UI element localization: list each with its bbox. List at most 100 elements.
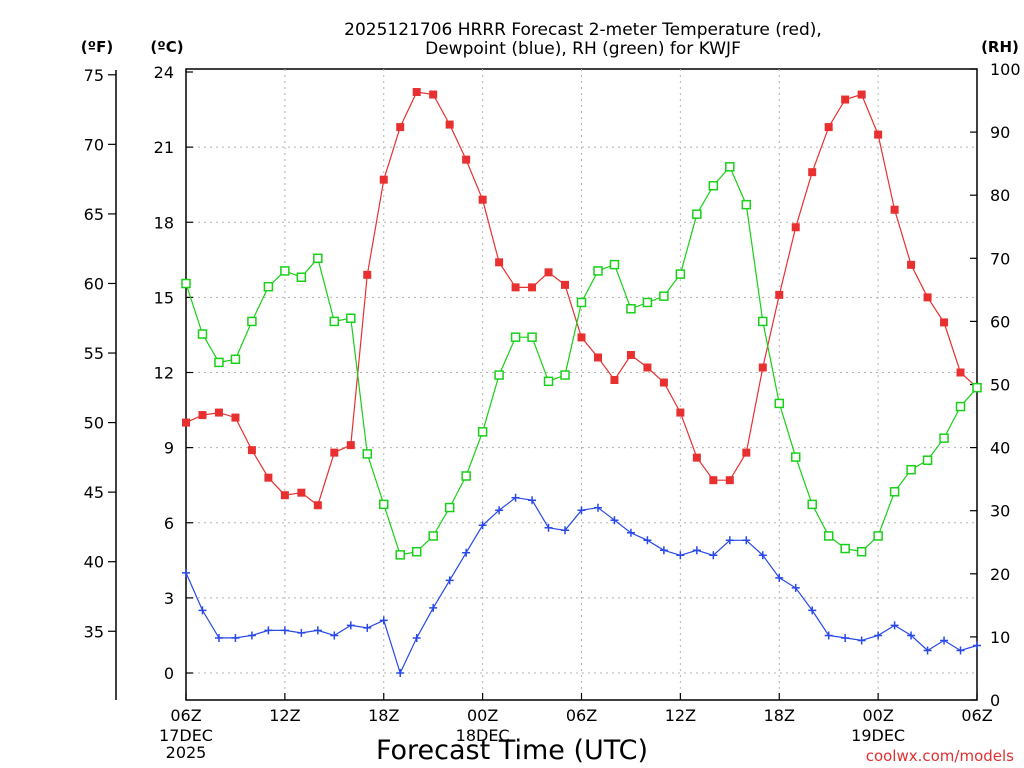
fahrenheit-tick-label: 75 [84, 66, 104, 85]
dewpoint-point [363, 623, 372, 632]
temperature-point [214, 408, 223, 417]
temperature-point [198, 411, 207, 420]
credit-text: coolwx.com/models [866, 747, 1014, 765]
rh-point [379, 499, 389, 510]
dewpoint-point [923, 646, 932, 655]
fahrenheit-tick-label: 50 [84, 414, 104, 433]
temperature-point [412, 88, 421, 97]
temperature-point [874, 130, 883, 139]
rh-tick-label: 30 [990, 502, 1010, 521]
dewpoint-point [593, 503, 602, 512]
dewpoint-point [956, 646, 965, 655]
time-tick-label: 06Z [961, 706, 992, 725]
series-layer [181, 88, 982, 677]
dewpoint-point [940, 636, 949, 645]
rh-point [461, 471, 471, 481]
rh-tick-label: 90 [990, 123, 1010, 142]
dewpoint-point [808, 606, 817, 615]
temperature-point [775, 290, 784, 299]
temperature-point [808, 168, 817, 177]
dewpoint-point [610, 516, 619, 525]
fahrenheit-tick-label: 65 [84, 205, 104, 224]
rh-tick-label: 10 [990, 628, 1010, 647]
rh-tick-label: 100 [990, 60, 1021, 79]
chart-title-line1: 2025121706 HRRR Forecast 2-meter Tempera… [344, 20, 822, 40]
celsius-unit-label: (ºC) [150, 38, 183, 56]
temperature-point [923, 293, 932, 302]
rh-point [411, 546, 422, 557]
dewpoint-point [528, 496, 537, 505]
celsius-tick-label: 9 [164, 439, 174, 458]
rh-point [230, 354, 241, 365]
temperature-point [247, 446, 256, 455]
rh-point [428, 531, 438, 541]
rh-point [593, 266, 603, 276]
rh-point [329, 316, 340, 327]
temperature-point [346, 441, 355, 450]
dewpoint-point [874, 631, 883, 640]
rh-point [197, 329, 208, 339]
rh-point [955, 401, 966, 412]
dewpoint-point [643, 536, 652, 545]
temperature-point [956, 368, 965, 377]
temperature-point [544, 268, 553, 277]
dewpoint-point [824, 631, 833, 640]
dewpoint-point [182, 568, 190, 577]
rh-unit-label: (RH) [981, 38, 1019, 56]
dewpoint-point [544, 523, 553, 532]
dewpoint-point [280, 626, 289, 635]
rh-point [576, 297, 587, 308]
fahrenheit-tick-label: 40 [84, 553, 104, 572]
rh-point [313, 253, 323, 264]
dewpoint-point [725, 536, 734, 545]
dewpoint-point [659, 546, 668, 555]
temperature-point [264, 473, 273, 482]
temperature-point [445, 120, 454, 129]
time-tick-date-label: 19DEC [851, 726, 905, 745]
temperature-point [610, 376, 619, 385]
rh-point [774, 398, 784, 409]
celsius-tick-label: 24 [154, 63, 174, 82]
dewpoint-point [198, 606, 207, 615]
temperature-point [313, 501, 322, 510]
dewpoint-point [709, 551, 718, 560]
temperature-point [758, 363, 767, 372]
time-tick-label: 06Z [566, 706, 597, 725]
dewpoint-point [890, 621, 899, 630]
dewpoint-point [841, 633, 850, 642]
temperature-point [841, 95, 850, 104]
celsius-tick-label: 3 [164, 589, 174, 608]
fahrenheit-tick-label: 70 [84, 135, 104, 154]
temperature-point [182, 418, 190, 427]
temperature-point [462, 155, 471, 164]
dewpoint-point [742, 536, 751, 545]
celsius-tick-label: 0 [164, 664, 174, 683]
dewpoint-point [429, 603, 438, 612]
fahrenheit-tick-label: 45 [84, 483, 104, 502]
celsius-tick-label: 21 [154, 138, 174, 157]
dewpoint-point [313, 626, 322, 635]
rh-point [477, 427, 488, 437]
rh-point [692, 209, 702, 219]
temperature-point [231, 413, 240, 422]
temperature-point [824, 123, 833, 132]
rh-point [823, 531, 834, 541]
dewpoint-point [973, 641, 981, 650]
rh-point [939, 433, 949, 443]
dewpoint-point [297, 628, 306, 637]
dewpoint-point [791, 583, 800, 592]
fahrenheit-tick-label: 60 [84, 274, 104, 293]
temperature-point [692, 453, 701, 462]
dewpoint-point [445, 576, 454, 585]
rh-point [906, 464, 916, 475]
dewpoint-point [511, 493, 520, 502]
chart-title-line2: Dewpoint (blue), RH (green) for KWJF [425, 39, 741, 59]
temperature-point [495, 258, 504, 267]
rh-tick-label: 80 [990, 186, 1010, 205]
rh-tick-label: 0 [990, 691, 1000, 710]
fahrenheit-tick-label: 55 [84, 344, 104, 363]
dewpoint-point [396, 669, 405, 677]
temperature-point [890, 205, 899, 214]
celsius-tick-label: 18 [154, 213, 174, 232]
